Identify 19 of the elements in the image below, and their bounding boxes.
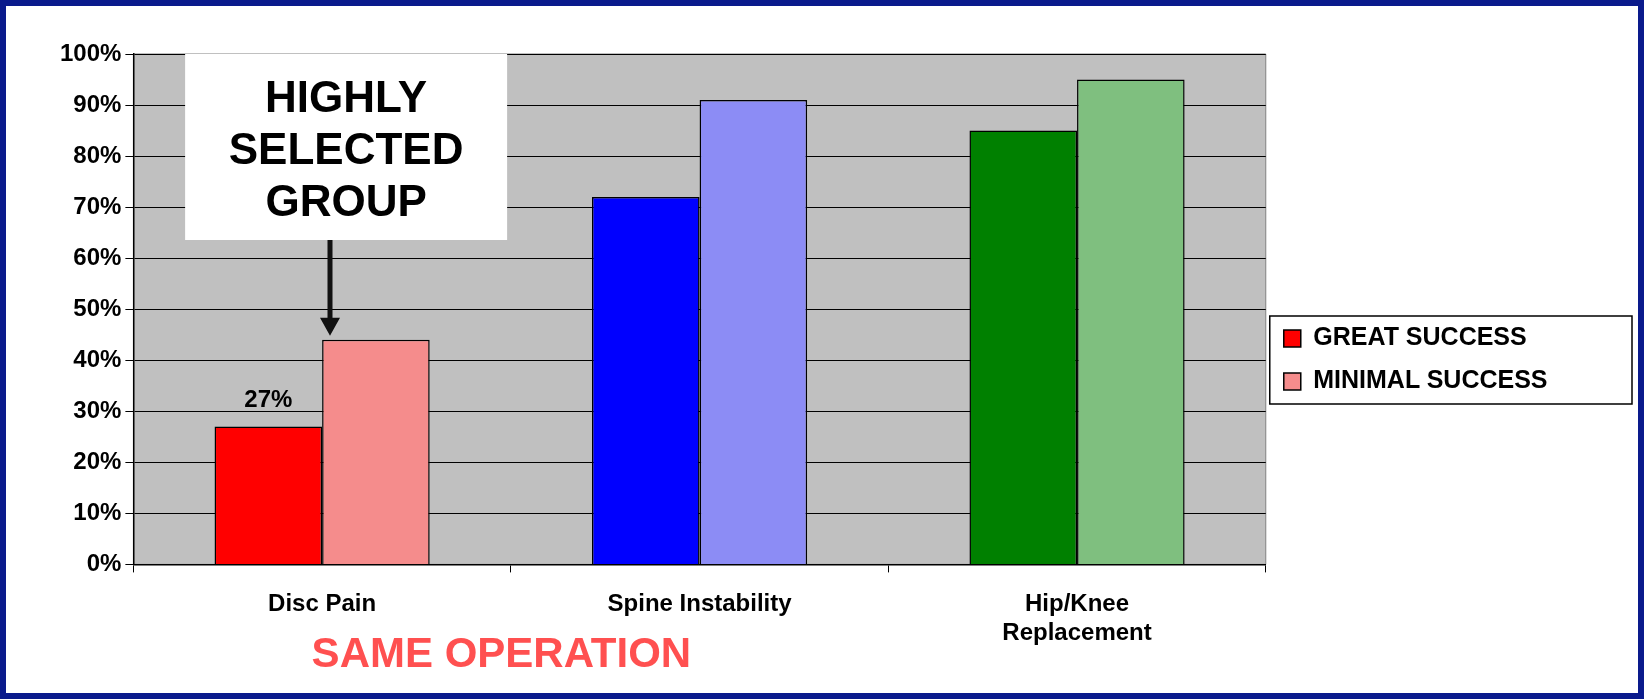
text: SAME OPERATION xyxy=(311,628,692,676)
y-tick-label: 30% xyxy=(73,395,122,423)
y-tick-label: 20% xyxy=(73,446,122,474)
y-tick-label: 10% xyxy=(73,497,122,525)
y-tick-label: 100% xyxy=(59,38,122,66)
x-tick-label: Spine Instability xyxy=(607,589,793,617)
legend-label: GREAT SUCCESS xyxy=(1313,322,1527,351)
y-tick-label: 80% xyxy=(73,140,122,168)
y-tick-label: 40% xyxy=(73,344,122,372)
y-tick-label: 90% xyxy=(73,89,122,117)
y-tick-label: 50% xyxy=(73,293,122,321)
y-tick-label: 70% xyxy=(73,191,122,219)
annotation: HIGHLY SELECTED GROUP xyxy=(228,72,464,226)
x-tick-label: Disc Pain xyxy=(268,589,377,617)
data-label: 27% xyxy=(244,385,293,413)
legend-label: MINIMAL SUCCESS xyxy=(1313,365,1548,394)
x-tick-label: Hip/Knee Replacement xyxy=(1002,589,1152,646)
y-tick-label: 0% xyxy=(86,549,122,577)
y-tick-label: 60% xyxy=(73,242,122,270)
